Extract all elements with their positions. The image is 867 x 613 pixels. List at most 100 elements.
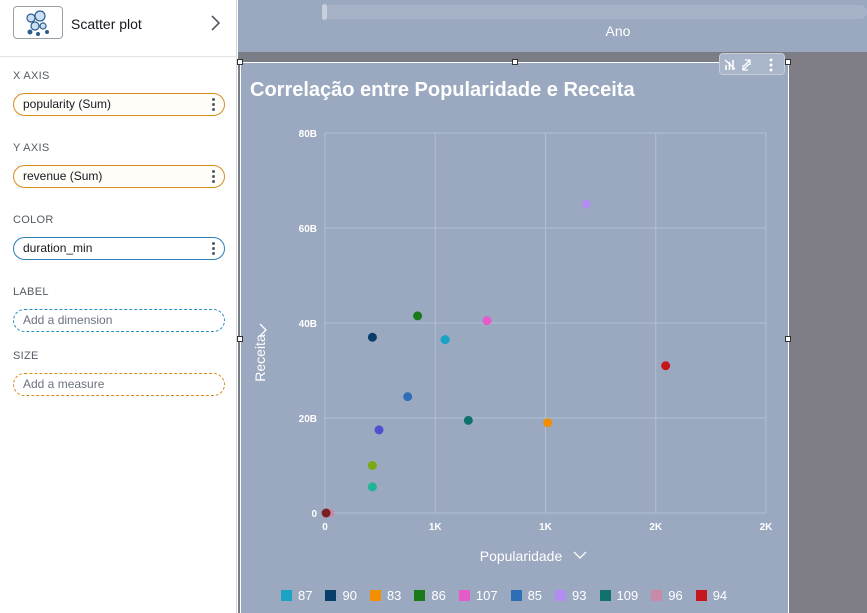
scatter-visual[interactable]: Correlação entre Popularidade e Receita … [237, 53, 791, 613]
kebab-menu-icon[interactable] [212, 242, 216, 256]
field-well-value: revenue (Sum) [23, 169, 103, 183]
scatter-plot-icon [13, 6, 63, 39]
x-tick-label: 2K [760, 522, 774, 533]
legend-swatch [458, 589, 470, 601]
data-point[interactable] [463, 415, 473, 425]
legend-item[interactable]: 85 [510, 585, 543, 605]
legend-item[interactable]: 87 [281, 585, 312, 605]
legend-item[interactable]: 93 [555, 585, 587, 605]
visual-type-label: Scatter plot [71, 16, 142, 32]
data-point[interactable] [543, 418, 553, 428]
analysis-canvas: Ano Correlação [237, 0, 867, 613]
x-axis-title[interactable]: Popularidade [480, 548, 563, 564]
legend-swatch [414, 589, 426, 601]
x-tick-label: 1K [429, 522, 443, 533]
field-well-label[interactable]: Add a dimension [13, 309, 225, 332]
well-label: SIZE [13, 350, 39, 362]
resize-handle[interactable] [785, 336, 791, 342]
legend-swatch [510, 589, 522, 601]
data-point[interactable] [367, 461, 377, 470]
legend-swatch [281, 589, 292, 601]
well-label: LABEL [13, 286, 49, 298]
legend-label: 94 [712, 587, 728, 603]
field-well-color[interactable]: duration_min [13, 237, 225, 260]
legend-swatch [369, 589, 381, 601]
well-label: Y AXIS [13, 142, 50, 154]
legend-item[interactable]: 83 [369, 585, 402, 605]
top-visual-axis-title: Ano [605, 23, 631, 39]
data-point[interactable] [482, 316, 492, 326]
x-tick-label: 2K [649, 522, 663, 533]
legend-item[interactable]: 96 [651, 585, 683, 605]
y-tick-label: 60B [299, 224, 317, 235]
chevron-right-icon[interactable] [259, 323, 267, 337]
range-slider-track[interactable] [322, 5, 867, 19]
well-label: X AXIS [13, 70, 50, 82]
visual-type-selector[interactable]: Scatter plot [0, 0, 237, 50]
data-point[interactable] [321, 508, 331, 518]
field-well-value: Add a measure [23, 377, 105, 391]
resize-handle[interactable] [785, 59, 791, 65]
insights-icon[interactable] [724, 59, 736, 70]
data-point[interactable] [413, 311, 423, 321]
resize-handle[interactable] [512, 59, 518, 65]
data-point[interactable] [374, 425, 384, 435]
chart-legend: 87 90 83 86 107 85 93 109 96 94 [281, 585, 732, 605]
range-slider-handle[interactable] [322, 4, 327, 20]
legend-item[interactable]: 86 [414, 585, 446, 605]
kebab-menu-icon[interactable] [769, 58, 773, 72]
legend-label: 93 [572, 587, 587, 603]
divider [0, 56, 237, 57]
expand-icon[interactable] [742, 59, 751, 71]
y-axis-title[interactable]: Receita [252, 334, 268, 382]
field-wells-panel: Scatter plot X AXIS popularity (Sum) Y AXI… [0, 0, 237, 613]
legend-label: 107 [475, 587, 498, 603]
data-point[interactable] [367, 482, 377, 492]
legend-swatch [695, 589, 707, 601]
legend-swatch [599, 589, 611, 601]
data-point[interactable] [581, 199, 591, 209]
field-well-value: duration_min [23, 241, 93, 255]
y-tick-label: 0 [311, 509, 317, 520]
data-point[interactable] [403, 392, 413, 402]
legend-label: 109 [616, 587, 639, 603]
scatter-chart: 0 20B 40B 60B 80B 0 1K 1K 2K 2K Popularidade Receit… [252, 129, 774, 564]
canvas-background [790, 52, 867, 613]
legend-label: 90 [342, 587, 357, 603]
legend-swatch [555, 589, 567, 601]
top-visual[interactable]: Ano [238, 0, 867, 52]
y-tick-label: 40B [299, 319, 317, 330]
legend-swatch [651, 589, 663, 601]
legend-label: 83 [386, 587, 402, 603]
well-label: COLOR [13, 214, 54, 226]
legend-item[interactable]: 107 [458, 585, 498, 605]
data-point[interactable] [367, 332, 377, 342]
chevron-down-icon[interactable] [573, 551, 587, 559]
field-well-value: popularity (Sum) [23, 97, 112, 111]
visual-menu [719, 53, 785, 75]
legend-label: 85 [527, 587, 543, 603]
legend-item[interactable]: 109 [599, 585, 639, 605]
legend-label: 96 [668, 587, 683, 603]
data-point[interactable] [661, 361, 671, 371]
y-tick-label: 80B [299, 129, 317, 140]
kebab-menu-icon[interactable] [212, 98, 216, 112]
field-well-y-axis[interactable]: revenue (Sum) [13, 165, 225, 188]
chart-title: Correlação entre Popularidade e Receita [250, 79, 635, 101]
legend-item[interactable]: 90 [325, 585, 357, 605]
legend-label: 86 [431, 587, 446, 603]
y-tick-label: 20B [299, 414, 317, 425]
legend-swatch [325, 589, 337, 601]
field-well-x-axis[interactable]: popularity (Sum) [13, 93, 225, 116]
resize-handle[interactable] [237, 336, 243, 342]
x-tick-label: 1K [539, 522, 553, 533]
kebab-menu-icon[interactable] [212, 170, 216, 184]
field-well-value: Add a dimension [23, 313, 113, 327]
x-tick-label: 0 [322, 522, 328, 533]
resize-handle[interactable] [237, 59, 243, 65]
legend-label: 87 [298, 587, 313, 603]
legend-item[interactable]: 94 [695, 585, 728, 605]
data-point[interactable] [440, 335, 450, 345]
chevron-right-icon[interactable] [208, 12, 224, 34]
field-well-size[interactable]: Add a measure [13, 373, 225, 396]
